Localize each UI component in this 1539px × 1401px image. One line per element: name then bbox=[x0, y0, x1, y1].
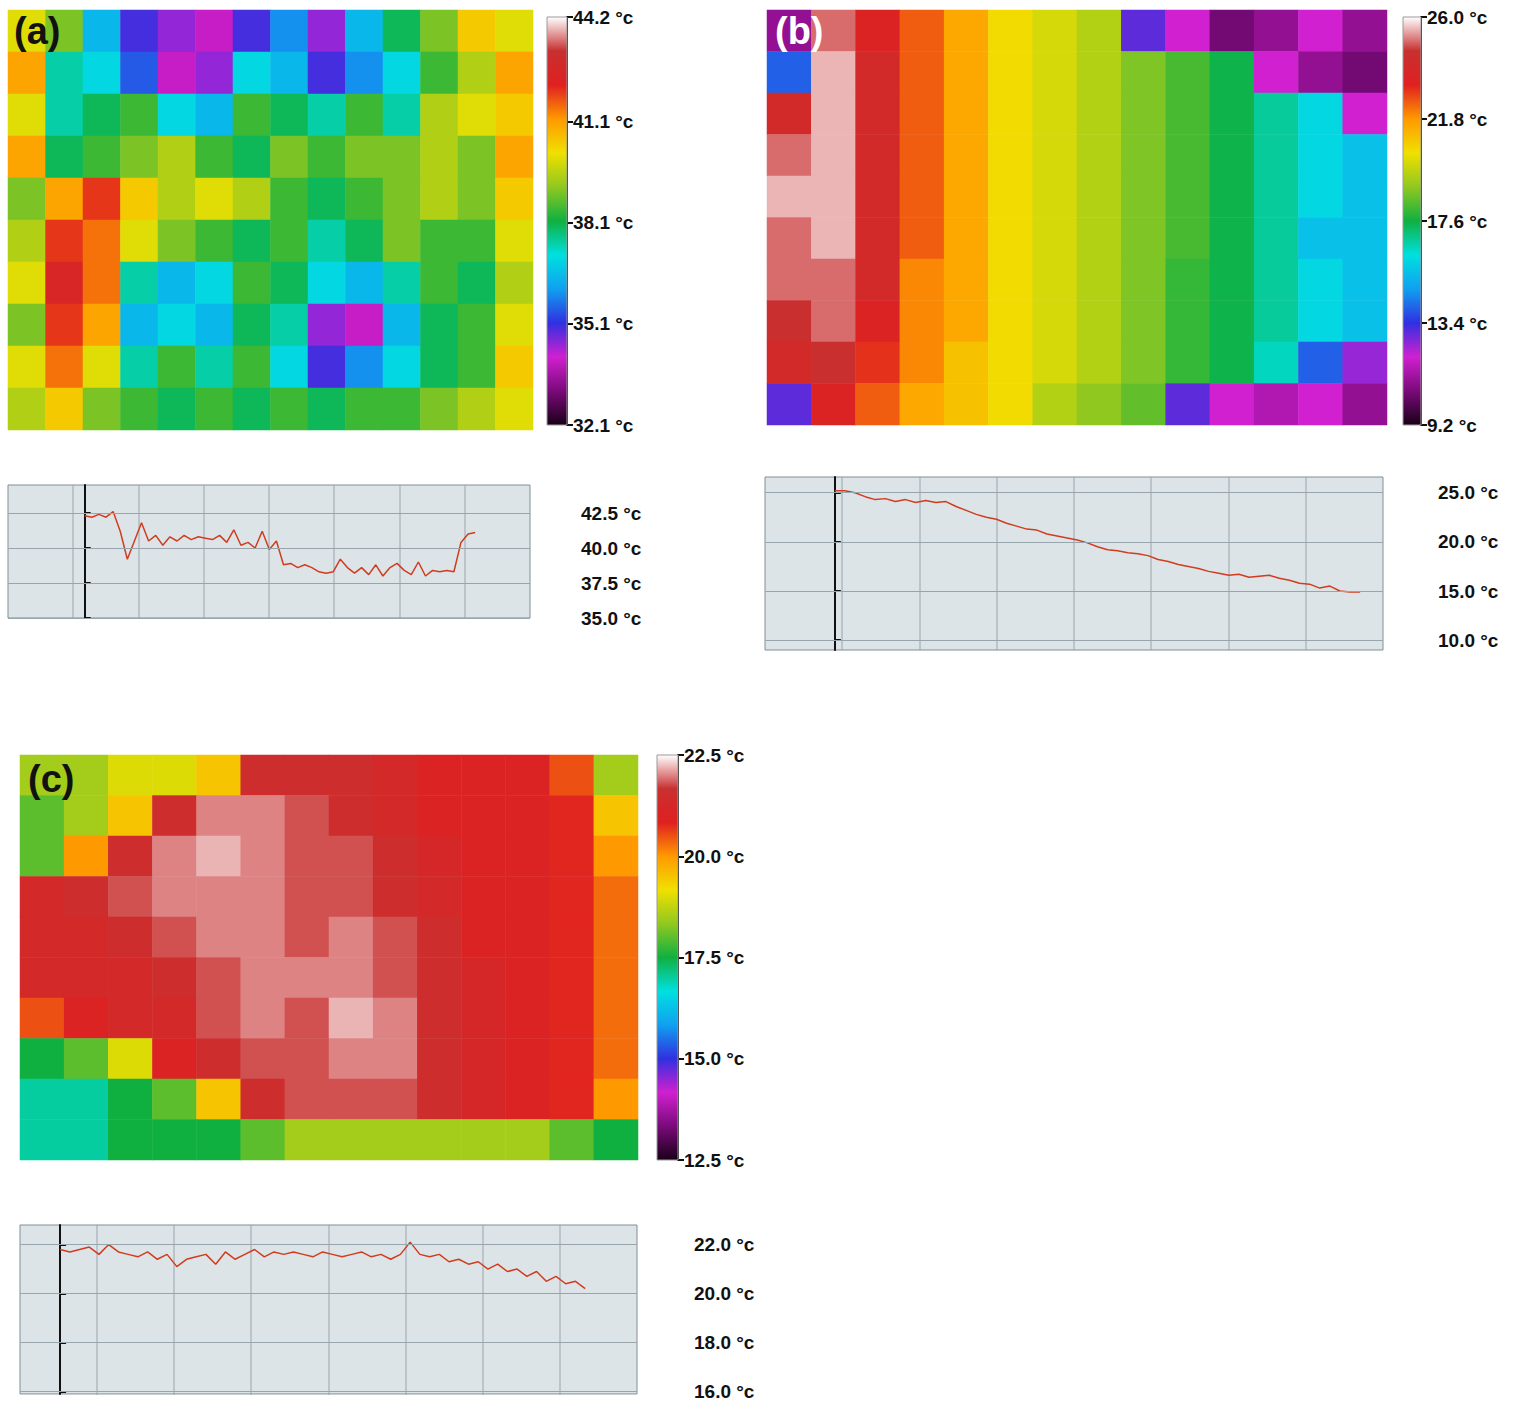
svg-text:17.6 °c: 17.6 °c bbox=[1427, 211, 1488, 232]
svg-text:41.1 °c: 41.1 °c bbox=[573, 111, 634, 132]
svg-text:9.2 °c: 9.2 °c bbox=[1427, 415, 1477, 436]
svg-text:20.0 °c: 20.0 °c bbox=[694, 1283, 755, 1304]
svg-text:15.0 °c: 15.0 °c bbox=[684, 1048, 745, 1069]
svg-text:42.5 °c: 42.5 °c bbox=[581, 503, 642, 524]
svg-text:16.0 °c: 16.0 °c bbox=[694, 1381, 755, 1401]
svg-text:35.1 °c: 35.1 °c bbox=[573, 313, 634, 334]
svg-text:40.0 °c: 40.0 °c bbox=[581, 538, 642, 559]
svg-text:15.0 °c: 15.0 °c bbox=[1438, 581, 1499, 602]
svg-text:35.0 °c: 35.0 °c bbox=[581, 608, 642, 629]
svg-text:18.0 °c: 18.0 °c bbox=[694, 1332, 755, 1353]
svg-text:44.2 °c: 44.2 °c bbox=[573, 7, 634, 28]
svg-text:37.5 °c: 37.5 °c bbox=[581, 573, 642, 594]
svg-text:21.8 °c: 21.8 °c bbox=[1427, 109, 1488, 130]
svg-text:(a): (a) bbox=[14, 10, 60, 52]
svg-text:13.4 °c: 13.4 °c bbox=[1427, 313, 1488, 334]
svg-text:20.0 °c: 20.0 °c bbox=[684, 846, 745, 867]
svg-text:22.0 °c: 22.0 °c bbox=[694, 1234, 755, 1255]
svg-text:12.5 °c: 12.5 °c bbox=[684, 1150, 745, 1171]
svg-text:22.5 °c: 22.5 °c bbox=[684, 745, 745, 766]
svg-text:17.5 °c: 17.5 °c bbox=[684, 947, 745, 968]
svg-text:38.1 °c: 38.1 °c bbox=[573, 212, 634, 233]
svg-text:(b): (b) bbox=[775, 10, 824, 52]
svg-text:25.0 °c: 25.0 °c bbox=[1438, 482, 1499, 503]
svg-text:10.0 °c: 10.0 °c bbox=[1438, 630, 1499, 651]
svg-text:20.0 °c: 20.0 °c bbox=[1438, 531, 1499, 552]
svg-text:32.1 °c: 32.1 °c bbox=[573, 415, 634, 436]
svg-text:(c): (c) bbox=[28, 758, 74, 800]
svg-text:26.0 °c: 26.0 °c bbox=[1427, 7, 1488, 28]
